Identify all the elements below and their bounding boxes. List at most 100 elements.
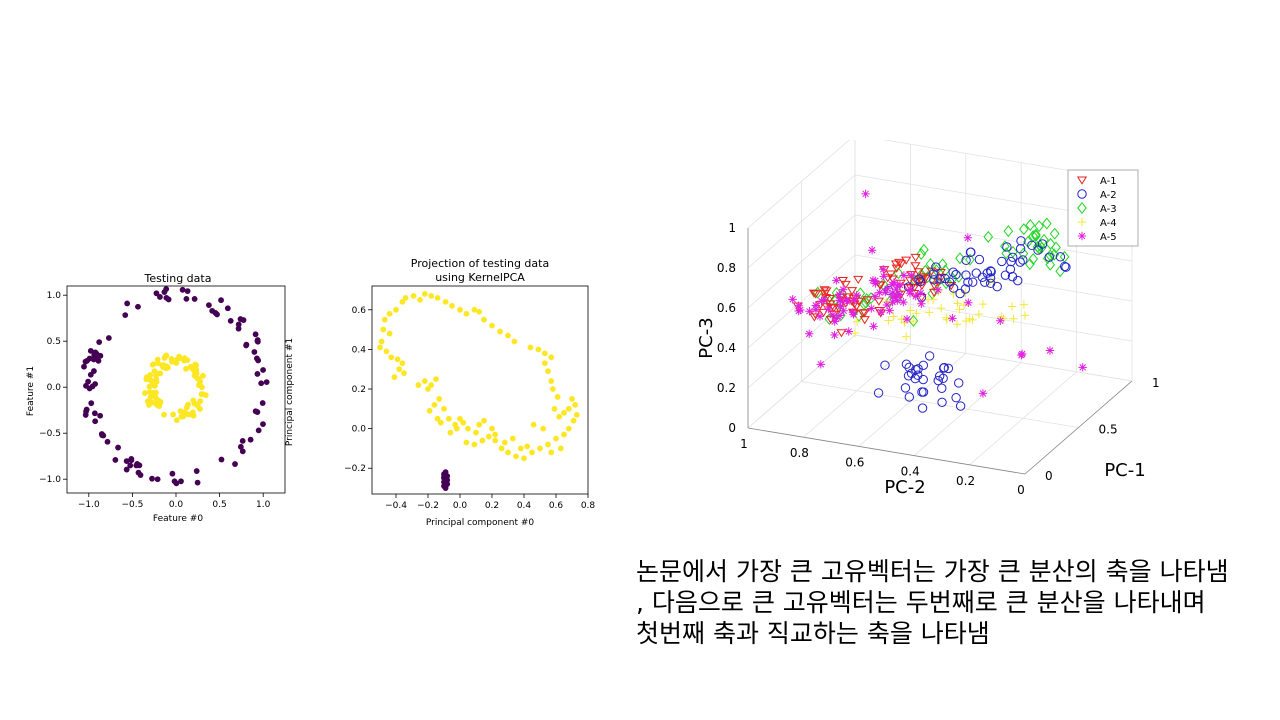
legend-label: A-2 [1100,190,1117,201]
data-point [386,310,393,317]
data-point [127,462,134,469]
data-point [142,390,148,396]
data-point [883,284,892,294]
data-point [489,322,495,329]
data-point [912,309,921,318]
y-axis-label: PC-2 [884,477,925,498]
data-point [823,293,833,306]
data-point [489,425,495,432]
data-point [909,316,918,326]
data-point [1007,271,1018,282]
caption-line-2: , 다음으로 큰 고유벡터는 두번째로 큰 분산을 나타내며 [636,588,1206,617]
data-point [191,296,198,302]
data-point [809,313,820,322]
kpca-projection-chart: Projection of testing data using KernelP… [285,252,605,532]
data-point [868,276,878,285]
y-tick-label: 0.8 [790,446,809,460]
data-point [537,445,543,452]
data-point [907,271,916,280]
data-point [431,401,438,408]
data-point [992,281,1002,292]
data-point [942,313,951,322]
data-point [421,291,428,297]
data-point [1034,239,1045,252]
data-point [964,298,973,307]
data-point [501,439,508,446]
data-point [1059,261,1070,272]
data-point [394,356,401,363]
data-point [1015,257,1025,267]
y-tick-label: 0 [1017,483,1025,497]
data-point [843,297,852,306]
data-point [436,396,443,402]
data-point [465,425,471,432]
data-point [415,382,422,388]
data-point [906,285,915,294]
plot-frame [66,285,286,494]
grid-line [747,334,856,429]
data-point [928,269,938,279]
data-point [529,449,535,456]
z-tick-label: 0.6 [717,301,736,315]
data-point [396,366,403,373]
data-point [857,309,868,318]
data-point [891,264,902,273]
data-point [143,376,150,383]
data-point [861,189,870,199]
data-point [916,288,925,298]
data-point [545,368,551,375]
x-tick-label: 0 [1045,469,1053,483]
data-point [895,290,905,299]
data-point [572,401,579,408]
data-point [839,306,848,315]
data-point [460,419,467,426]
x-tick-label: 0.5 [212,500,226,510]
data-point [192,372,198,379]
data-point [187,364,194,370]
data-point [915,276,926,287]
data-point [935,268,946,278]
data-point [954,378,964,388]
data-point [876,307,886,317]
z-axis-label: PC-3 [696,317,717,358]
data-point [153,389,159,396]
chart-title-line-1: Projection of testing data [411,257,549,270]
y-tick-label: 0.5 [47,337,61,347]
caption: 논문에서 가장 큰 고유벡터는 가장 큰 분산의 축을 나타냄 , 다음으로 큰… [636,556,1266,649]
data-point [135,303,141,310]
data-point [112,457,119,463]
data-point [919,243,929,256]
data-point [836,302,845,311]
data-point [837,276,849,286]
y-tick-label: 0.0 [47,383,62,393]
data-point [541,360,548,367]
data-point [936,303,946,313]
grid-line [854,334,1133,382]
data-point [1044,252,1054,262]
data-point [513,453,519,460]
data-point [937,383,947,393]
legend-label: A-3 [1100,204,1117,215]
data-point [410,293,417,299]
data-point [913,370,923,380]
data-point [933,375,943,386]
data-point [190,409,196,416]
data-point [377,344,383,351]
y-axis-label: Feature #1 [26,366,36,416]
data-point [497,328,503,335]
y-axis-label: Principal component #1 [285,338,295,446]
data-point [105,335,112,341]
data-point [153,290,160,297]
data-point [808,289,820,298]
data-point [1041,217,1052,230]
data-point [530,421,537,428]
data-point [942,315,952,324]
data-point [260,367,266,373]
data-point [888,297,897,307]
data-point [183,365,189,372]
data-point [913,268,924,277]
data-point [399,298,406,305]
data-point [169,470,176,477]
data-point [1077,189,1087,199]
